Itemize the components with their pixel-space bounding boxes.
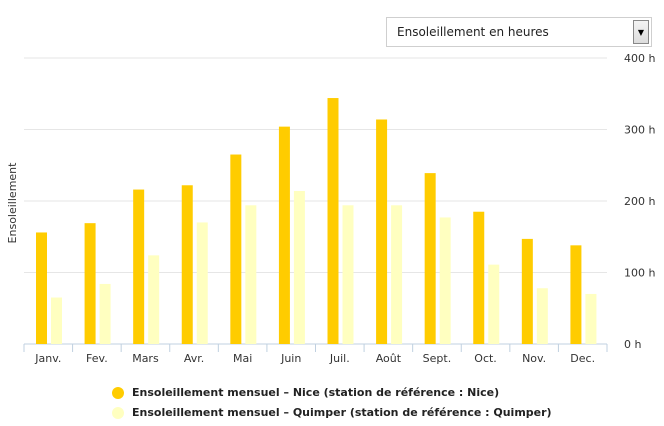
x-tick-label: Avr. — [184, 352, 204, 365]
bar-nice — [278, 126, 290, 344]
bar-nice — [376, 119, 388, 345]
bar-quimper — [391, 205, 403, 344]
x-tick-label: Sept. — [423, 352, 452, 365]
legend-item-nice[interactable]: Ensoleillement mensuel – Nice (station d… — [112, 386, 499, 399]
legend-marker-quimper — [112, 406, 124, 419]
y-tick-label: 300 h — [624, 124, 655, 137]
bar-nice — [230, 154, 242, 344]
bar-quimper — [536, 288, 548, 344]
bar-nice — [570, 245, 582, 344]
x-tick-label: Mai — [233, 352, 252, 365]
select-value: Ensoleillement en heures — [397, 25, 549, 39]
y-tick-label: 200 h — [624, 195, 655, 208]
bar-quimper — [439, 217, 451, 344]
bar-quimper — [585, 293, 597, 344]
legend-label-nice: Ensoleillement mensuel – Nice (station d… — [132, 386, 500, 399]
bar-quimper — [51, 297, 62, 344]
y-tick-label: 0 h — [624, 338, 641, 351]
x-tick-label: Fev. — [86, 352, 108, 365]
bar-quimper — [293, 190, 305, 344]
y-tick-label: 400 h — [624, 52, 655, 65]
bar-quimper — [99, 283, 111, 344]
bar-quimper — [245, 205, 257, 344]
x-tick-label: Juin — [280, 352, 301, 365]
bar-nice — [473, 211, 485, 344]
y-axis-title: Ensoleillement — [6, 162, 19, 244]
legend-marker-nice — [112, 386, 124, 399]
bar-nice — [521, 238, 533, 344]
bar-quimper — [148, 255, 160, 344]
bar-quimper — [488, 264, 500, 344]
data-type-select[interactable]: Ensoleillement en heures ▼ — [386, 17, 652, 47]
y-tick-label: 100 h — [624, 267, 655, 280]
bar-quimper — [196, 222, 208, 344]
x-tick-label: Nov. — [522, 352, 546, 365]
x-tick-label: Juil. — [329, 352, 350, 365]
legend-label-quimper: Ensoleillement mensuel – Quimper (statio… — [132, 406, 552, 419]
bar-nice — [84, 223, 96, 344]
bar-nice — [36, 232, 47, 344]
triangle-down-icon[interactable]: ▼ — [633, 20, 649, 44]
x-tick-label: Dec. — [570, 352, 595, 365]
bar-nice — [133, 189, 145, 344]
bar-nice — [424, 173, 436, 344]
legend-item-quimper[interactable]: Ensoleillement mensuel – Quimper (statio… — [112, 406, 552, 419]
x-tick-label: Oct. — [474, 352, 497, 365]
x-tick-label: Août — [376, 352, 402, 365]
bar-quimper — [342, 205, 354, 344]
bar-nice — [327, 98, 339, 344]
bar-nice — [181, 185, 193, 344]
x-tick-label: Janv. — [34, 352, 61, 365]
x-tick-label: Mars — [132, 352, 159, 365]
